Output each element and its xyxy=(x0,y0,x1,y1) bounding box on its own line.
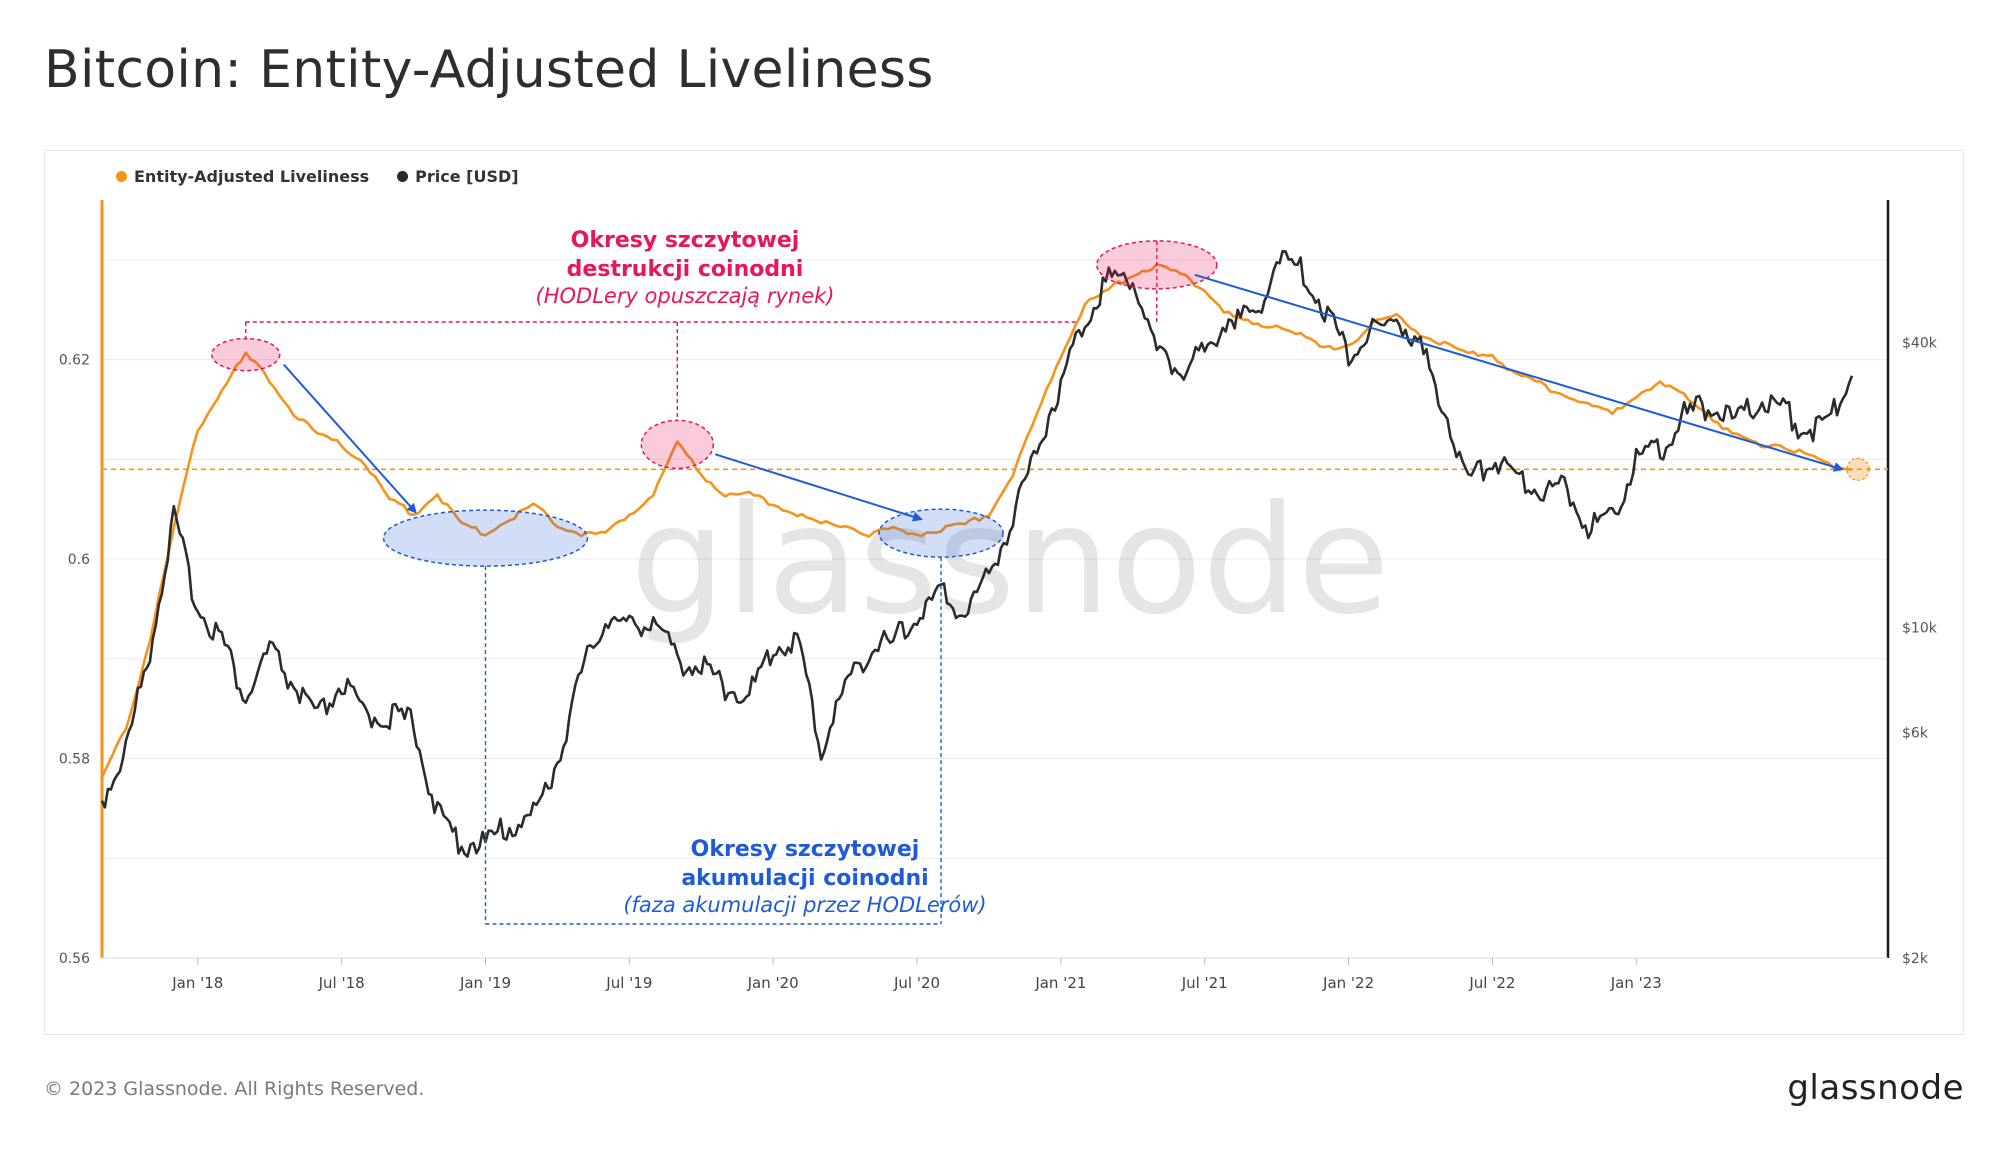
x-axis-tick-label: Jan '23 xyxy=(1610,974,1662,992)
destruction-label-title: Okresy szczytowej xyxy=(571,228,800,253)
destruction-label-title: destrukcji coinodni xyxy=(567,257,804,282)
x-axis-tick-label: Jul '22 xyxy=(1468,974,1515,992)
page-title: Bitcoin: Entity-Adjusted Liveliness xyxy=(44,40,934,100)
x-axis-tick-label: Jul '18 xyxy=(318,974,365,992)
right-axis-tick-label: $10k xyxy=(1902,620,1938,636)
x-axis-tick-label: Jan '18 xyxy=(171,974,223,992)
destruction-ellipse xyxy=(640,419,715,470)
destruction-ellipse xyxy=(211,337,281,372)
x-axis-tick-label: Jan '21 xyxy=(1034,974,1086,992)
legend-dot-liveliness xyxy=(116,171,127,182)
legend-dot-price xyxy=(397,171,409,182)
series-line-liveliness xyxy=(100,262,1852,778)
right-axis-tick-label: $6k xyxy=(1902,725,1929,741)
series-line-price xyxy=(100,249,1854,858)
left-axis-tick-label: 0.6 xyxy=(68,552,90,568)
accumulation-ellipse xyxy=(382,509,589,567)
watermark-text: glassnode xyxy=(630,474,1389,648)
x-axis-tick-label: Jul '19 xyxy=(605,974,652,992)
legend-item-liveliness[interactable]: Entity-Adjusted Liveliness xyxy=(116,167,369,186)
left-axis-tick-label: 0.58 xyxy=(59,752,90,768)
x-axis-tick-label: Jul '21 xyxy=(1181,974,1228,992)
trend-arrow xyxy=(283,363,417,514)
copyright-text: © 2023 Glassnode. All Rights Reserved. xyxy=(44,1078,425,1100)
x-axis-tick-label: Jan '22 xyxy=(1322,974,1374,992)
x-axis-tick-label: Jan '20 xyxy=(747,974,799,992)
accumulation-label-title: akumulacji coinodni xyxy=(681,866,928,891)
chart-legend: Entity-Adjusted Liveliness Price [USD] xyxy=(116,167,519,186)
legend-label-price: Price [USD] xyxy=(415,167,519,186)
trend-arrow xyxy=(714,453,923,522)
left-axis-tick-label: 0.56 xyxy=(59,951,90,967)
legend-item-price[interactable]: Price [USD] xyxy=(397,167,519,186)
chart-panel xyxy=(44,150,1964,1035)
accumulation-ellipse xyxy=(878,508,1004,558)
x-axis-tick-label: Jul '20 xyxy=(893,974,940,992)
right-axis-tick-label: $2k xyxy=(1902,951,1929,967)
left-axis-tick-label: 0.62 xyxy=(59,353,90,369)
accumulation-label-title: Okresy szczytowej xyxy=(691,837,920,862)
x-axis-tick-label: Jan '19 xyxy=(459,974,511,992)
brand-logo: glassnode xyxy=(1787,1068,1964,1108)
destruction-label-subtitle: (HODLery opuszczają rynek) xyxy=(536,284,835,308)
end-point-marker xyxy=(1846,457,1870,481)
accumulation-label-subtitle: (faza akumulacji przez HODLerów) xyxy=(623,893,986,917)
trend-arrow xyxy=(1194,273,1844,472)
right-axis-tick-label: $40k xyxy=(1902,335,1938,351)
legend-label-liveliness: Entity-Adjusted Liveliness xyxy=(134,167,370,186)
